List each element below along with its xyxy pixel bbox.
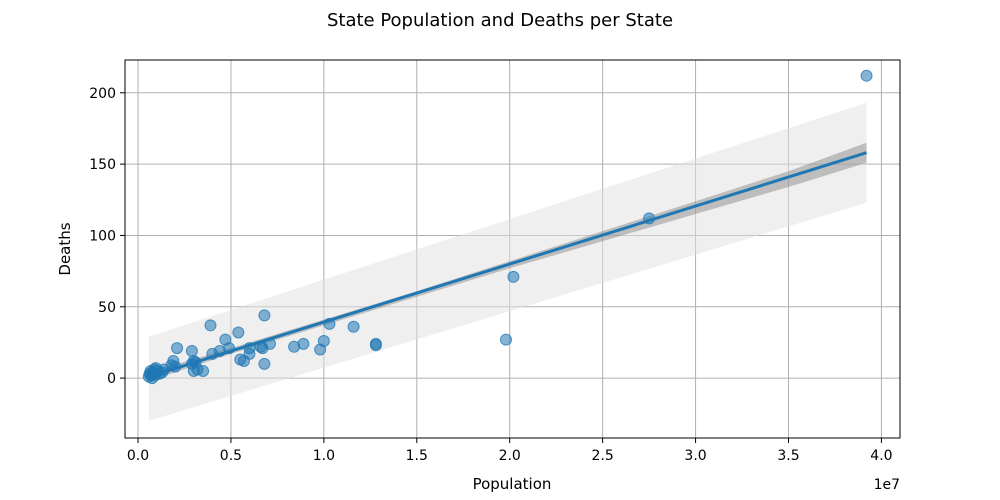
x-axis-scale-label: 1e7 (874, 477, 900, 493)
x-tick-label: 0.0 (127, 448, 149, 464)
x-axis-label: Population (473, 475, 552, 493)
y-tick-label: 100 (89, 228, 116, 244)
x-tick-label: 4.0 (870, 448, 892, 464)
x-tick-label: 2.5 (592, 448, 614, 464)
x-tick-label: 1.0 (313, 448, 335, 464)
data-point (258, 357, 271, 370)
y-axis-ticks: 0 50 100 150 200 (89, 86, 125, 387)
data-point (204, 319, 217, 332)
x-tick-label: 2.0 (499, 448, 521, 464)
y-tick-label: 0 (107, 371, 116, 387)
data-point (347, 320, 360, 333)
y-tick-label: 200 (89, 86, 116, 102)
data-point (860, 69, 873, 82)
x-tick-label: 1.5 (406, 448, 428, 464)
data-point (258, 309, 271, 322)
x-axis-ticks: 0.0 0.5 1.0 1.5 2.0 2.5 3.0 3.5 4.0 (127, 438, 893, 464)
data-point (369, 339, 382, 352)
y-tick-label: 150 (89, 157, 116, 173)
data-point (185, 344, 198, 357)
regression-line-group (148, 151, 867, 379)
regression-line (148, 151, 867, 379)
data-point (171, 342, 184, 355)
chart-title: State Population and Deaths per State (327, 10, 673, 31)
plot-frame (124, 59, 901, 439)
data-point (197, 364, 210, 377)
data-point (499, 333, 512, 346)
data-point (232, 326, 245, 339)
data-point (507, 270, 520, 283)
x-tick-label: 3.5 (777, 448, 799, 464)
data-point (317, 335, 330, 348)
x-tick-label: 0.5 (220, 448, 242, 464)
y-axis-label: Deaths (56, 222, 74, 275)
data-point (297, 337, 310, 350)
x-tick-label: 3.0 (684, 448, 706, 464)
y-tick-label: 50 (98, 300, 116, 316)
regression-bands (148, 102, 867, 421)
